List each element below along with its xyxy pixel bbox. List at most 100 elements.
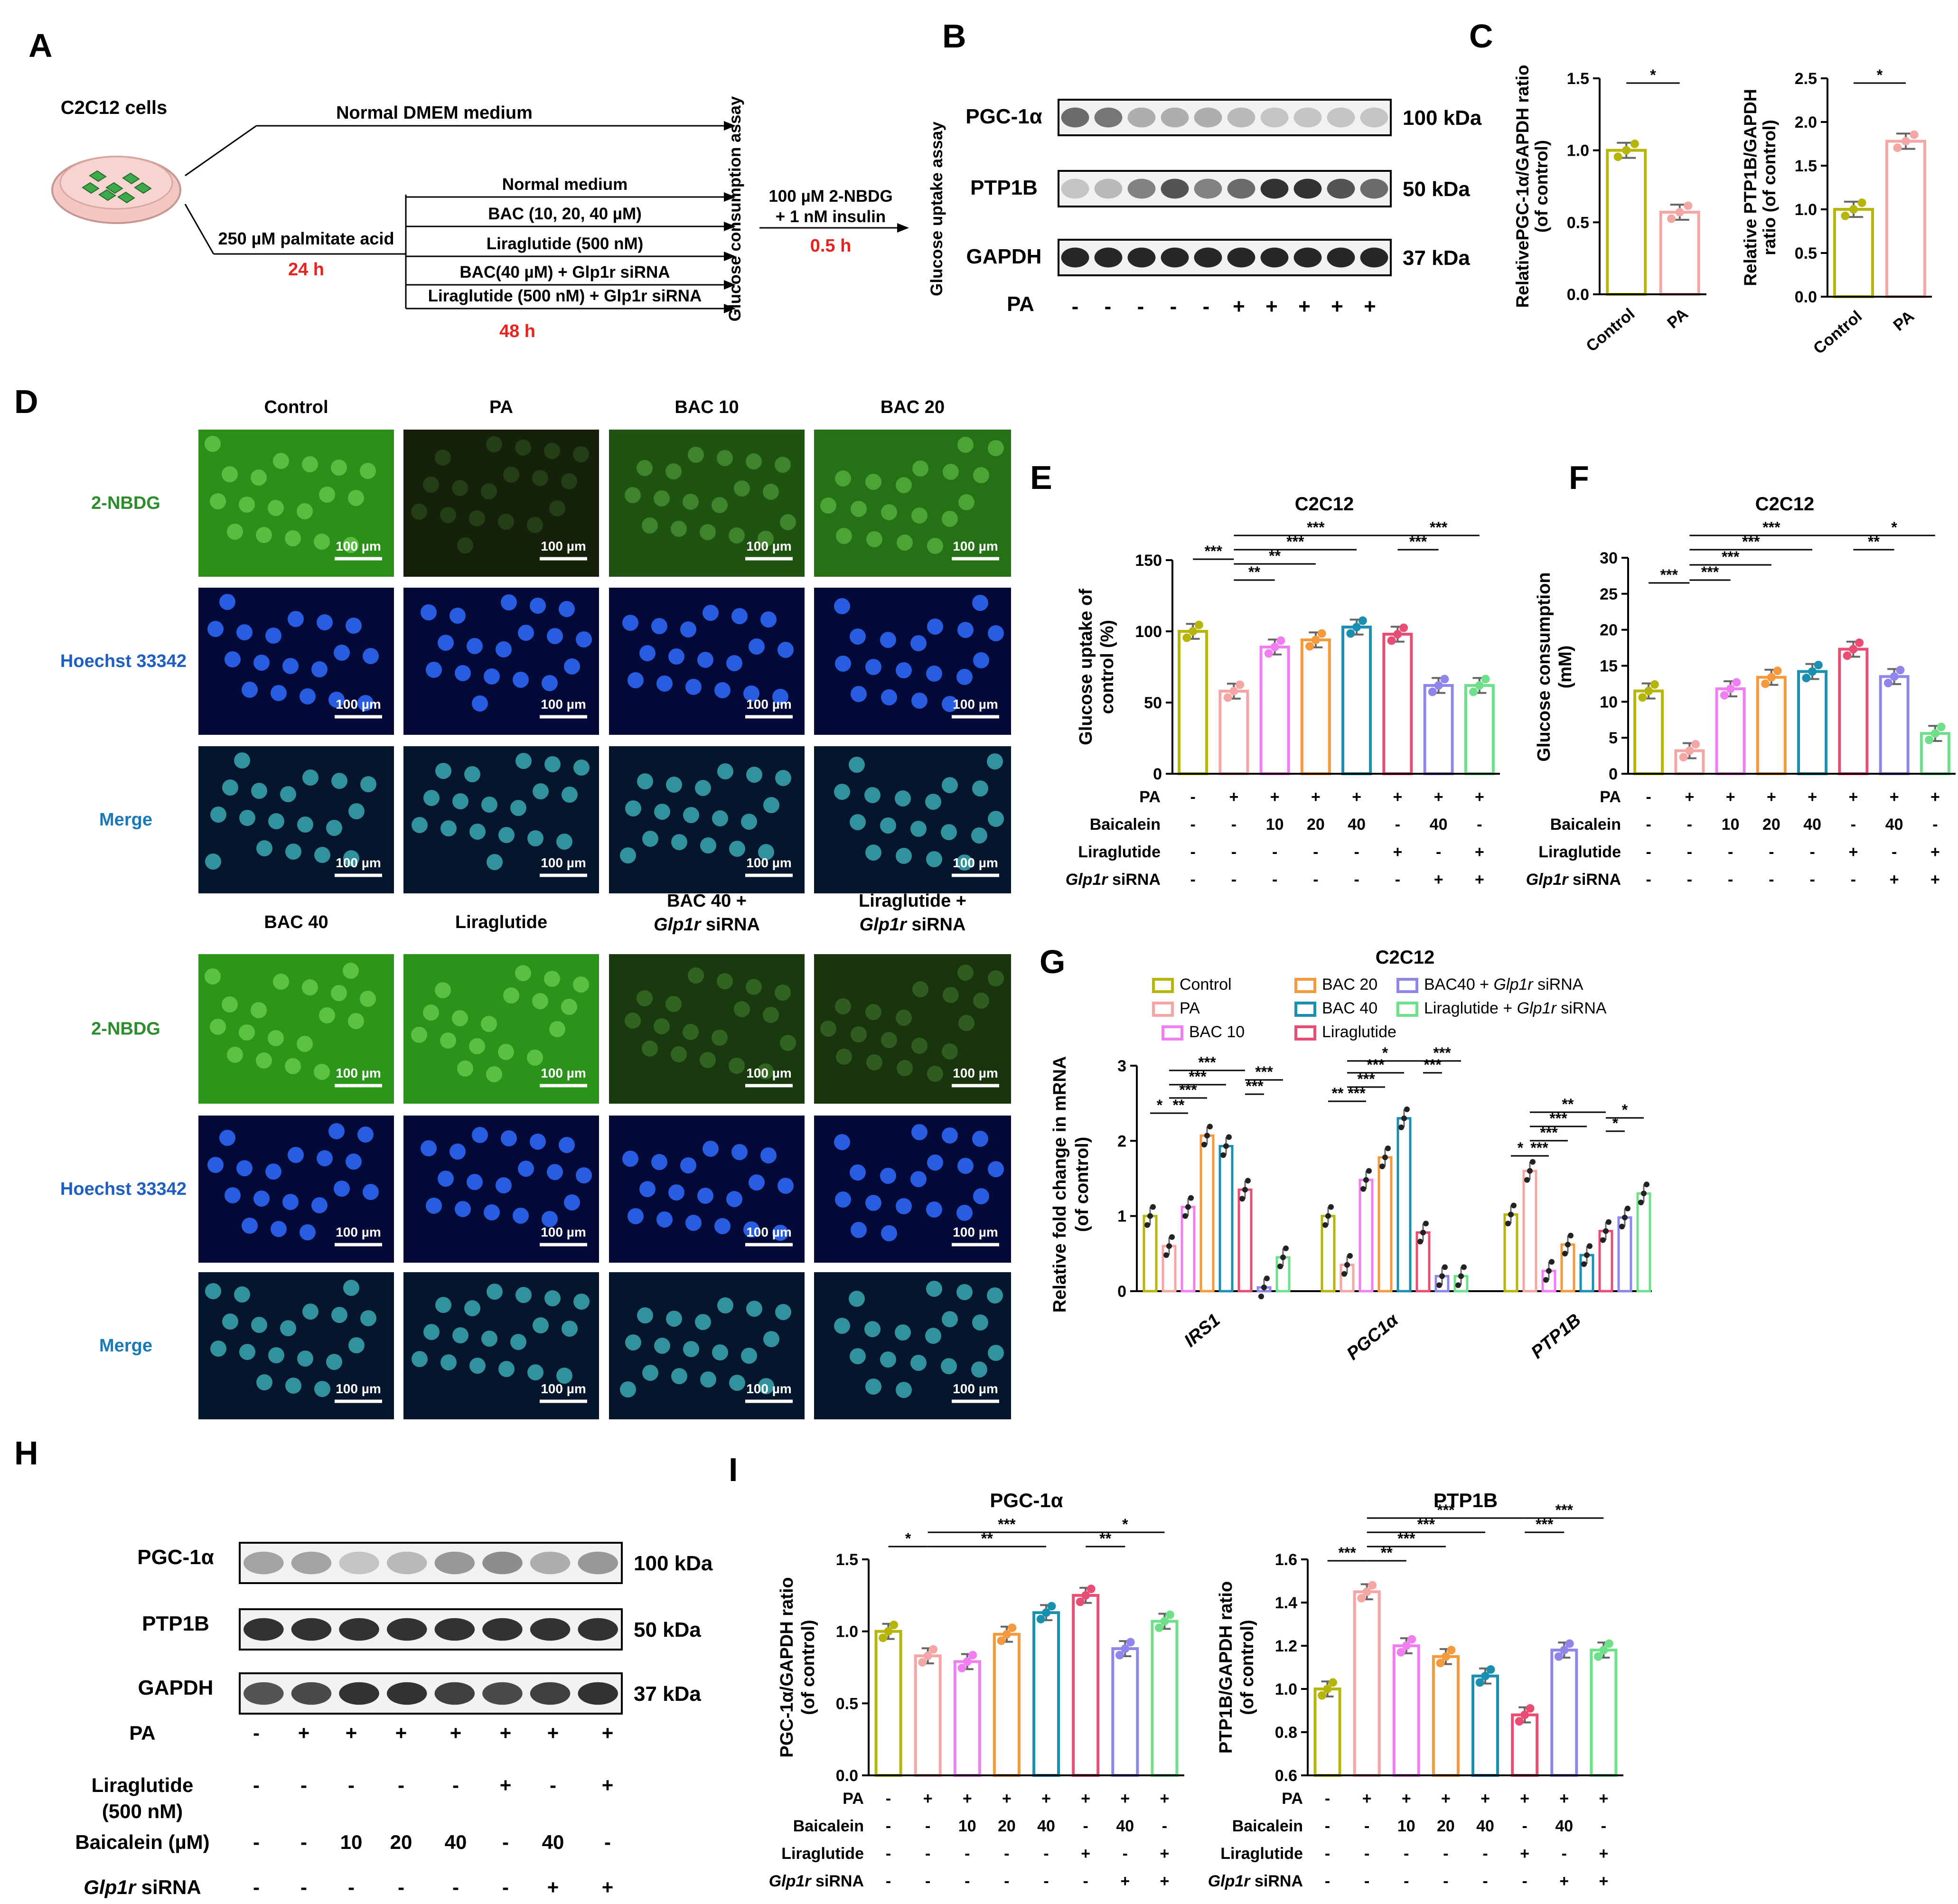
cell-nucleus	[717, 450, 733, 466]
cell-nucleus	[925, 794, 941, 810]
data-point	[1357, 1594, 1366, 1603]
y-tick-label: 1.4	[1275, 1594, 1297, 1612]
cell-nucleus	[881, 689, 897, 705]
pa-sign: -	[1203, 295, 1210, 318]
blot-band	[1327, 178, 1355, 199]
cell-nucleus	[530, 598, 546, 614]
row-value: +	[602, 1876, 614, 1898]
cell-nucleus	[941, 824, 957, 840]
cell-nucleus	[712, 497, 728, 513]
t48-label: 48 h	[499, 321, 535, 341]
cell-nucleus	[438, 1171, 454, 1187]
row-value: -	[1162, 1817, 1167, 1835]
cell-nucleus	[314, 1381, 330, 1397]
arrowhead	[724, 222, 736, 231]
micrograph	[198, 746, 394, 893]
cell-nucleus	[910, 1355, 927, 1371]
cell-nucleus	[256, 1374, 272, 1390]
data-point	[957, 1664, 966, 1673]
data-point	[1925, 735, 1934, 744]
cell-nucleus	[343, 537, 359, 553]
cell-nucleus	[712, 1344, 728, 1360]
y-tick-label: 10	[1600, 693, 1618, 711]
blot-band	[434, 1551, 475, 1575]
row-value: 20	[390, 1831, 412, 1853]
cell-nucleus	[273, 453, 289, 469]
cell-nucleus	[865, 1004, 881, 1020]
cell-nucleus	[895, 1324, 911, 1341]
cell-nucleus	[726, 655, 742, 671]
micrograph	[198, 1272, 394, 1419]
cell-nucleus	[642, 1365, 658, 1381]
row-value: +	[1767, 788, 1776, 806]
pa-sign: +	[1364, 295, 1376, 318]
data-point	[1893, 143, 1902, 152]
data-point	[1261, 1285, 1267, 1291]
y-tick-label: 0	[1609, 765, 1618, 783]
row-value: -	[1892, 843, 1897, 861]
cell-nucleus	[222, 1313, 238, 1330]
row-value: -	[452, 1876, 459, 1898]
cell-nucleus	[464, 1300, 480, 1316]
blot-band	[1360, 247, 1388, 268]
data-point	[1568, 1232, 1574, 1238]
data-point	[918, 1658, 927, 1667]
bar	[1633, 689, 1664, 776]
cell-nucleus	[328, 692, 345, 708]
cell-icon	[89, 170, 107, 182]
row-value: +	[1685, 788, 1694, 806]
row-value: -	[1809, 843, 1815, 861]
data-point	[1318, 1691, 1327, 1700]
row-label: PA	[1282, 1790, 1303, 1808]
cell-nucleus	[481, 1331, 497, 1347]
cell-nucleus	[671, 1046, 687, 1062]
sig-label: **	[1173, 1097, 1185, 1114]
panel-letter: F	[1569, 459, 1589, 496]
blot-band	[1094, 178, 1123, 199]
row-value: +	[1081, 1845, 1090, 1863]
row-value: -	[1325, 1817, 1330, 1835]
sig-label: *	[1382, 1044, 1388, 1061]
cell-nucleus	[225, 1187, 241, 1203]
cell-nucleus	[469, 1038, 485, 1054]
cell-nucleus	[472, 1127, 488, 1143]
cell-nucleus	[656, 1211, 673, 1228]
legend-label: Control	[1180, 975, 1232, 994]
pa-sign: +	[1331, 295, 1343, 318]
data-point	[1650, 680, 1659, 689]
cell-nucleus	[314, 847, 330, 863]
cell-nucleus	[411, 504, 427, 520]
cell-nucleus	[926, 1281, 942, 1297]
cell-nucleus	[746, 767, 762, 783]
cell-nucleus	[265, 628, 281, 644]
data-point	[1401, 1115, 1407, 1121]
row-value: -	[1522, 1872, 1527, 1890]
cell-nucleus	[412, 817, 428, 833]
cell-nucleus	[562, 787, 578, 803]
cell-nucleus	[637, 773, 653, 789]
cell-nucleus	[421, 1140, 437, 1156]
data-point	[1160, 1617, 1169, 1626]
bar	[1392, 1644, 1420, 1777]
treatment-label: BAC(40 µM) + Glp1r siRNA	[459, 263, 670, 281]
row-value: +	[450, 1722, 462, 1744]
cell-nucleus	[654, 1018, 670, 1034]
cell-nucleus	[642, 1041, 658, 1057]
cell-nucleus	[357, 1126, 374, 1143]
blot-band	[1360, 178, 1388, 199]
blot-band	[1127, 107, 1156, 128]
data-point	[1239, 1196, 1245, 1202]
blot-band	[244, 1618, 284, 1641]
data-point	[1565, 1639, 1574, 1648]
bar	[1218, 690, 1249, 775]
panel-letter: H	[14, 1435, 38, 1472]
data-point	[1511, 1202, 1517, 1209]
blot-band	[339, 1682, 379, 1705]
cell-nucleus	[866, 1054, 882, 1070]
row-value: -	[1272, 871, 1277, 889]
cell-nucleus	[242, 1218, 258, 1234]
cell-nucleus	[820, 497, 836, 514]
row-value: -	[253, 1831, 260, 1853]
row-value: -	[253, 1774, 260, 1796]
data-point	[1638, 693, 1647, 702]
